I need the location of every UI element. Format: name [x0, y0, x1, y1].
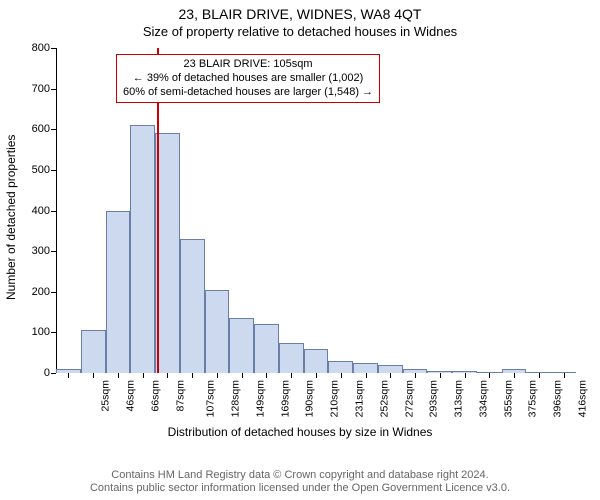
y-tick-label: 400 — [18, 205, 50, 217]
histogram-bar — [254, 324, 279, 373]
annotation-line-1: 23 BLAIR DRIVE: 105sqm — [123, 58, 373, 72]
histogram-bar — [106, 211, 131, 374]
y-tick-label: 600 — [18, 123, 50, 135]
y-axis-label: Number of detached properties — [4, 135, 18, 300]
x-tick-mark — [390, 373, 391, 378]
x-tick-label: 66sqm — [149, 380, 161, 412]
annotation-line-2: ← 39% of detached houses are smaller (1,… — [123, 72, 373, 86]
x-tick-label: 46sqm — [125, 380, 137, 412]
x-tick-mark — [489, 373, 490, 378]
x-tick-label: 293sqm — [428, 380, 440, 417]
x-tick-mark — [539, 373, 540, 378]
x-tick-mark — [415, 373, 416, 378]
x-tick-label: 272sqm — [403, 380, 415, 417]
x-tick-label: 252sqm — [378, 380, 390, 417]
x-tick-label: 355sqm — [502, 380, 514, 417]
histogram-bar — [229, 318, 254, 373]
x-tick-mark — [242, 373, 243, 378]
y-tick-mark — [51, 211, 56, 212]
y-tick-label: 300 — [18, 245, 50, 257]
x-tick-mark — [93, 373, 94, 378]
histogram-bar — [279, 343, 304, 373]
chart-area: 010020030040050060070080025sqm46sqm66sqm… — [56, 48, 576, 373]
y-tick-mark — [51, 292, 56, 293]
x-tick-mark — [440, 373, 441, 378]
y-tick-label: 0 — [18, 367, 50, 379]
x-tick-label: 169sqm — [279, 380, 291, 417]
x-axis-label: Distribution of detached houses by size … — [0, 425, 600, 439]
x-tick-mark — [192, 373, 193, 378]
x-tick-mark — [217, 373, 218, 378]
x-tick-mark — [341, 373, 342, 378]
histogram-bar — [328, 361, 353, 373]
histogram-bar — [353, 363, 378, 373]
annotation-box: 23 BLAIR DRIVE: 105sqm← 39% of detached … — [116, 54, 380, 103]
x-tick-mark — [564, 373, 565, 378]
x-tick-mark — [465, 373, 466, 378]
page-title: 23, BLAIR DRIVE, WIDNES, WA8 4QT — [0, 0, 600, 22]
x-tick-label: 334sqm — [477, 380, 489, 417]
histogram-bar — [130, 125, 155, 373]
y-tick-label: 800 — [18, 42, 50, 54]
y-axis — [56, 48, 57, 373]
x-tick-label: 190sqm — [304, 380, 316, 417]
x-tick-label: 25sqm — [100, 380, 112, 412]
x-tick-mark — [266, 373, 267, 378]
histogram-bar — [81, 330, 106, 373]
histogram-bar — [205, 290, 230, 373]
x-tick-mark — [68, 373, 69, 378]
footer-line-2: Contains public sector information licen… — [0, 482, 600, 496]
x-tick-label: 313sqm — [452, 380, 464, 417]
histogram-bar — [180, 239, 205, 373]
y-tick-label: 700 — [18, 83, 50, 95]
x-tick-label: 375sqm — [527, 380, 539, 417]
x-tick-label: 416sqm — [576, 380, 588, 417]
x-tick-mark — [316, 373, 317, 378]
y-tick-mark — [51, 332, 56, 333]
x-tick-label: 396sqm — [551, 380, 563, 417]
histogram-bar — [304, 349, 329, 373]
x-tick-mark — [366, 373, 367, 378]
histogram-bar — [378, 365, 403, 373]
y-tick-mark — [51, 251, 56, 252]
x-tick-label: 210sqm — [329, 380, 341, 417]
x-tick-label: 149sqm — [254, 380, 266, 417]
y-tick-mark — [51, 129, 56, 130]
y-tick-label: 500 — [18, 164, 50, 176]
x-tick-label: 128sqm — [230, 380, 242, 417]
footer-line-1: Contains HM Land Registry data © Crown c… — [0, 469, 600, 483]
x-tick-mark — [291, 373, 292, 378]
x-tick-label: 87sqm — [174, 380, 186, 412]
y-tick-mark — [51, 48, 56, 49]
x-tick-label: 231sqm — [353, 380, 365, 417]
page-subtitle: Size of property relative to detached ho… — [0, 22, 600, 39]
x-tick-label: 107sqm — [205, 380, 217, 417]
x-tick-mark — [167, 373, 168, 378]
x-tick-mark — [143, 373, 144, 378]
annotation-line-3: 60% of semi-detached houses are larger (… — [123, 86, 373, 100]
x-tick-mark — [118, 373, 119, 378]
y-tick-mark — [51, 373, 56, 374]
footer: Contains HM Land Registry data © Crown c… — [0, 469, 600, 497]
y-tick-label: 200 — [18, 286, 50, 298]
x-tick-mark — [514, 373, 515, 378]
y-tick-mark — [51, 170, 56, 171]
y-tick-label: 100 — [18, 326, 50, 338]
y-tick-mark — [51, 89, 56, 90]
